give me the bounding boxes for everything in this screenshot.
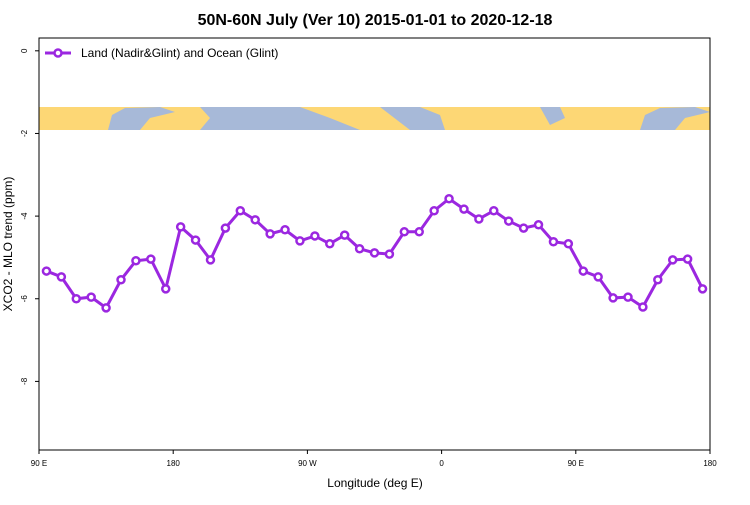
point <box>205 255 216 265</box>
point <box>175 222 186 232</box>
y-axis-label: XCO2 - MLO trend (ppm) <box>1 177 15 312</box>
point <box>489 205 499 216</box>
point <box>280 224 290 235</box>
point <box>41 266 52 276</box>
point <box>414 227 424 237</box>
x-tick-label: 90 E <box>31 459 47 468</box>
legend-marker <box>53 48 63 58</box>
x-tick-label: 180 <box>703 459 717 468</box>
point <box>56 272 67 282</box>
legend-label: Land (Nadir&Glint) and Ocean (Glint) <box>81 46 278 60</box>
y-tick-label: -6 <box>20 295 29 303</box>
point <box>325 239 335 249</box>
point <box>354 244 365 254</box>
y-tick-label: -4 <box>20 212 29 220</box>
point <box>533 220 544 230</box>
point <box>265 229 275 239</box>
point <box>459 204 469 214</box>
point <box>623 292 633 302</box>
point <box>190 235 201 245</box>
chart-title: 50N-60N July (Ver 10) 2015-01-01 to 2020… <box>198 12 553 29</box>
map-strip <box>39 107 710 130</box>
point <box>653 274 663 285</box>
point <box>339 230 350 240</box>
y-tick-label: -2 <box>20 129 29 137</box>
point <box>503 216 514 226</box>
point <box>146 254 156 264</box>
plot-frame <box>38 37 711 451</box>
point <box>399 227 410 237</box>
point <box>131 255 141 266</box>
point <box>578 266 589 276</box>
point <box>593 272 603 282</box>
point <box>295 236 305 246</box>
point <box>697 284 708 294</box>
x-axis-label: Longitude (deg E) <box>327 476 422 490</box>
point <box>563 239 574 249</box>
point <box>86 292 96 302</box>
point <box>71 294 82 304</box>
point <box>101 303 111 313</box>
point <box>310 231 320 241</box>
y-tick-label: 0 <box>20 48 29 53</box>
point <box>384 249 395 259</box>
point <box>608 293 618 303</box>
point <box>474 214 484 224</box>
point <box>518 223 529 233</box>
point <box>235 205 246 216</box>
x-tick-label: 90 W <box>298 459 317 468</box>
point <box>444 194 454 204</box>
point <box>548 236 559 247</box>
point <box>250 215 260 225</box>
x-tick-label: 0 <box>439 459 444 468</box>
point <box>667 255 678 265</box>
point <box>220 223 231 233</box>
x-tick-label: 90 E <box>568 459 584 468</box>
y-tick-label: -8 <box>20 377 29 385</box>
point <box>429 205 439 216</box>
point <box>116 274 126 285</box>
point <box>160 284 171 294</box>
point <box>369 248 380 258</box>
x-tick-label: 180 <box>167 459 181 468</box>
point <box>682 254 693 264</box>
point <box>638 302 648 312</box>
